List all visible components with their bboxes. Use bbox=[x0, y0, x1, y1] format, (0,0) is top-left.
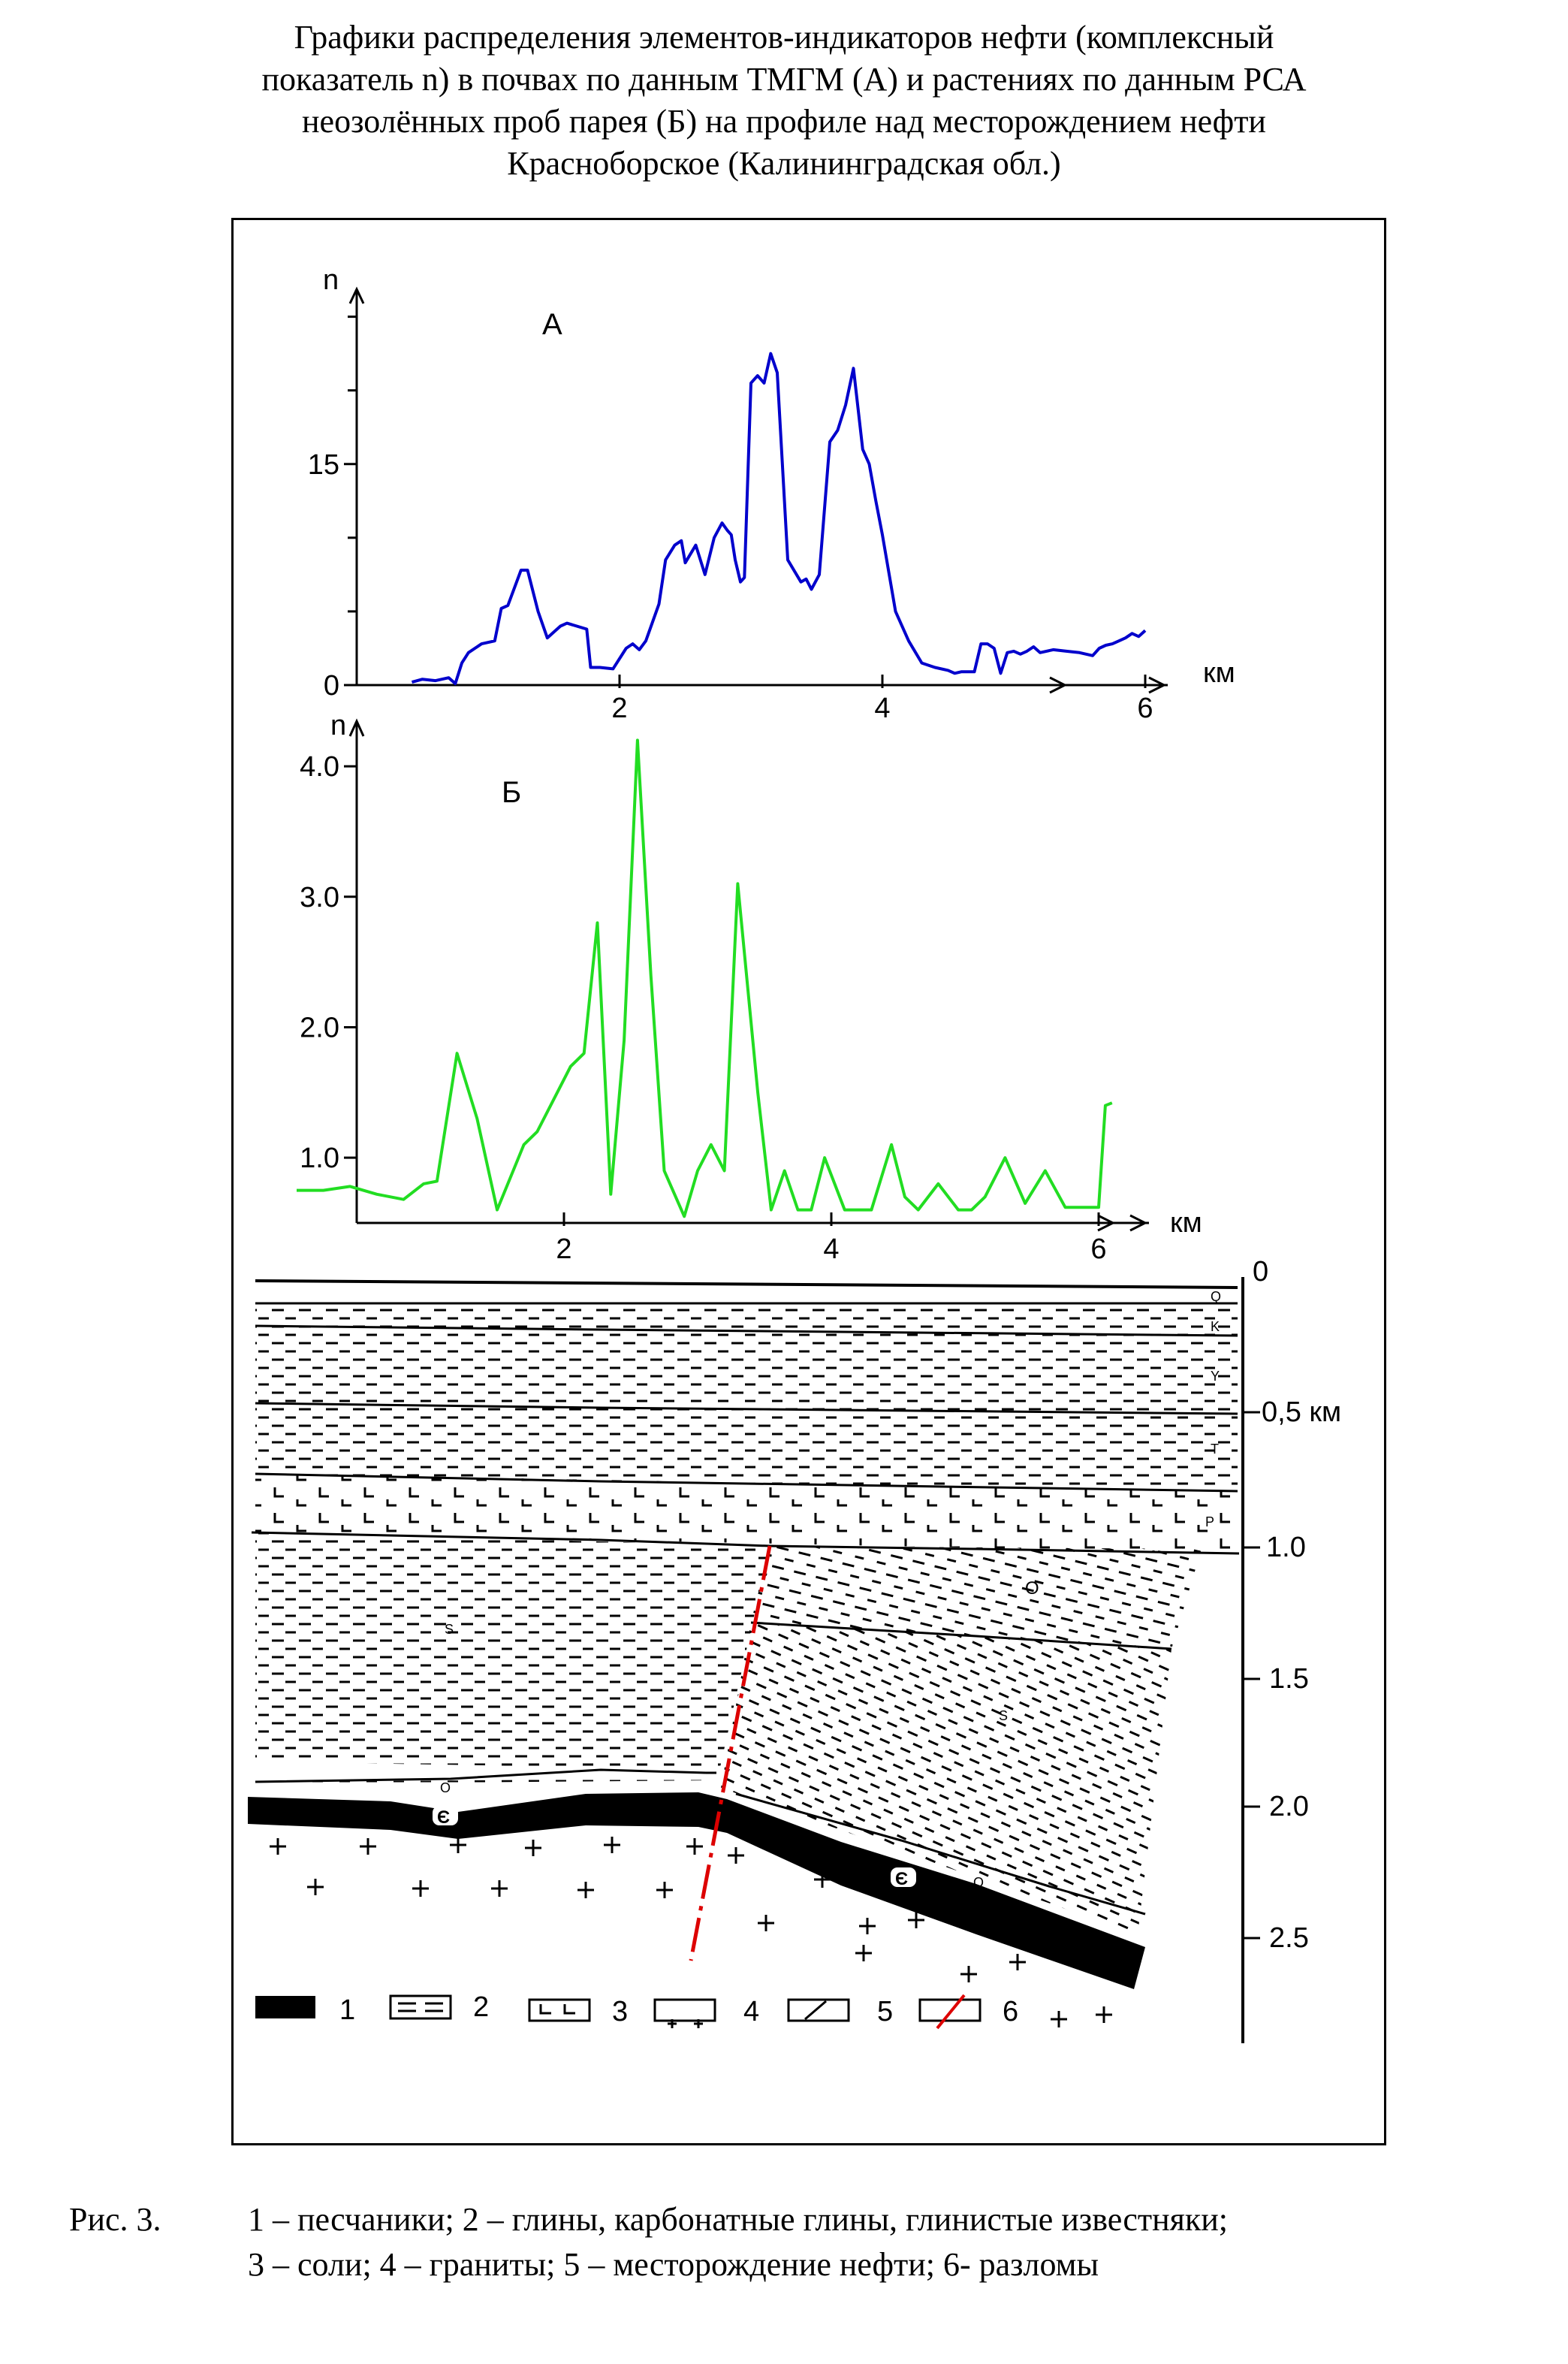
geological-section: Q K Y T P S O S O O Є Є bbox=[248, 1256, 1341, 2043]
legend-number: 6 bbox=[1003, 1996, 1018, 2027]
layer-o-left bbox=[255, 1762, 706, 1782]
chart-b-x-tick-label: 4 bbox=[823, 1233, 839, 1265]
layer-label: S bbox=[999, 1708, 1008, 1723]
legend-item-oil-field: 5 bbox=[787, 1996, 893, 2027]
chart-a-x-tick-label: 2 bbox=[611, 693, 627, 724]
chart-b-panel-label: Б bbox=[502, 776, 521, 809]
legend-number: 2 bbox=[473, 1991, 489, 2023]
chart-a: n А км 0 15 2 4 6 bbox=[308, 264, 1235, 724]
chart-b-x-tick-label: 6 bbox=[1090, 1233, 1106, 1265]
caption-line: 3 – соли; 4 – граниты; 5 – месторождение… bbox=[248, 2246, 1099, 2283]
legend: 1 2 3 4 5 bbox=[255, 1991, 1018, 2030]
title-line: Графики распределения элементов-индикато… bbox=[294, 19, 1274, 56]
layer-s-left bbox=[255, 1532, 770, 1784]
depth-label: 2.0 bbox=[1269, 1791, 1309, 1822]
chart-b-x-tick-label: 2 bbox=[556, 1233, 571, 1265]
boundary-line bbox=[255, 1324, 1238, 1337]
layer-label: Y bbox=[1211, 1369, 1220, 1384]
layer-label: Q bbox=[1211, 1289, 1221, 1304]
legend-number: 3 bbox=[612, 1996, 628, 2027]
layer-y bbox=[255, 1326, 1238, 1414]
layer-label: O bbox=[1025, 1578, 1039, 1599]
legend-number: 1 bbox=[339, 1994, 355, 2026]
chart-b-xlabel: км bbox=[1170, 1207, 1202, 1239]
figure-title: Графики распределения элементов-индикато… bbox=[0, 17, 1568, 185]
chart-a-x-tick-label: 6 bbox=[1137, 693, 1153, 724]
boundary-line bbox=[255, 1768, 707, 1783]
chart-b: n Б км 1.0 2.0 3.0 4.0 2 4 6 bbox=[297, 710, 1202, 1265]
layer-p bbox=[255, 1474, 1238, 1553]
depth-scale: 0 0,5 км 1.0 1.5 2.0 2.5 bbox=[1241, 1256, 1341, 2043]
legend-item-sandstone: 1 bbox=[255, 1994, 355, 2026]
chart-a-xlabel: км bbox=[1203, 657, 1235, 689]
boundary-line bbox=[255, 1472, 1238, 1493]
depth-label: 0,5 км bbox=[1262, 1396, 1341, 1428]
granite-pattern bbox=[270, 1837, 1112, 2027]
title-line: показатель n) в почвах по данным ТМГМ (А… bbox=[261, 61, 1307, 98]
chart-b-y-tick-label: 1.0 bbox=[300, 1143, 339, 1174]
layer-label: K bbox=[1211, 1319, 1220, 1334]
title-line: Красноборское (Калининградская обл.) bbox=[507, 145, 1061, 182]
layer-t bbox=[255, 1403, 1238, 1491]
cambrian-symbol: Є bbox=[433, 1806, 458, 1828]
depth-label: 1.5 bbox=[1269, 1663, 1309, 1695]
boundary-line bbox=[255, 1279, 1238, 1289]
layer-label: Є bbox=[437, 1807, 450, 1828]
legend-number: 5 bbox=[877, 1996, 893, 2027]
chart-a-series-line bbox=[411, 352, 1147, 685]
legend-item-clay: 2 bbox=[389, 1991, 489, 2023]
chart-b-y-tick-label: 4.0 bbox=[300, 751, 339, 783]
layer-label: O bbox=[440, 1780, 451, 1795]
chart-a-y-axis-arrow bbox=[348, 286, 365, 304]
layer-right-upper bbox=[751, 1546, 1202, 1649]
layer-label: P bbox=[1205, 1514, 1214, 1529]
layer-cambrian-sandstone bbox=[248, 1792, 1145, 1989]
boundary-line bbox=[255, 1402, 1238, 1415]
chart-b-x-axis-arrow bbox=[1097, 1214, 1116, 1232]
legend-item-fault: 6 bbox=[918, 1994, 1018, 2030]
chart-b-series-line bbox=[297, 738, 1113, 1218]
chart-a-y-tick-label: 15 bbox=[308, 449, 339, 481]
chart-a-y-tick-label: 0 bbox=[324, 670, 339, 702]
layer-right-lower bbox=[721, 1623, 1171, 1934]
title-line: неозолённых проб парея (Б) на профиле на… bbox=[302, 103, 1266, 140]
chart-b-x-axis-arrow bbox=[1129, 1214, 1148, 1232]
legend-item-granite: 4 bbox=[653, 1996, 759, 2028]
chart-a-x-axis-arrow bbox=[1148, 676, 1167, 694]
chart-a-x-axis-arrow bbox=[1049, 676, 1068, 694]
fault-line bbox=[689, 1545, 772, 1961]
layer-label: O bbox=[973, 1875, 984, 1890]
legend-number: 4 bbox=[743, 1996, 759, 2027]
chart-a-x-tick-label: 4 bbox=[874, 693, 890, 724]
chart-a-ylabel: n bbox=[323, 264, 339, 296]
layer-label: T bbox=[1211, 1442, 1219, 1457]
depth-label: 0 bbox=[1253, 1256, 1268, 1288]
chart-b-ylabel: n bbox=[330, 710, 346, 741]
chart-b-y-axis-arrow bbox=[348, 718, 365, 737]
caption-line: 1 – песчаники; 2 – глины, карбонатные гл… bbox=[248, 2201, 1229, 2238]
layer-label: S bbox=[445, 1622, 454, 1637]
chart-b-y-tick-label: 3.0 bbox=[300, 882, 339, 913]
cambrian-symbol: Є bbox=[891, 1867, 916, 1889]
chart-b-y-tick-label: 2.0 bbox=[300, 1012, 339, 1043]
layer-label: Є bbox=[895, 1869, 908, 1889]
legend-item-salt: 3 bbox=[528, 1996, 628, 2027]
depth-label: 1.0 bbox=[1266, 1532, 1306, 1563]
boundary-line bbox=[735, 1792, 1146, 1916]
boundary-line bbox=[750, 1621, 1172, 1650]
chart-a-panel-label: А bbox=[542, 308, 562, 341]
depth-label: 2.5 bbox=[1269, 1922, 1309, 1954]
caption-figure-number: Рис. 3. bbox=[69, 2201, 161, 2238]
figure-frame bbox=[231, 218, 1386, 2145]
